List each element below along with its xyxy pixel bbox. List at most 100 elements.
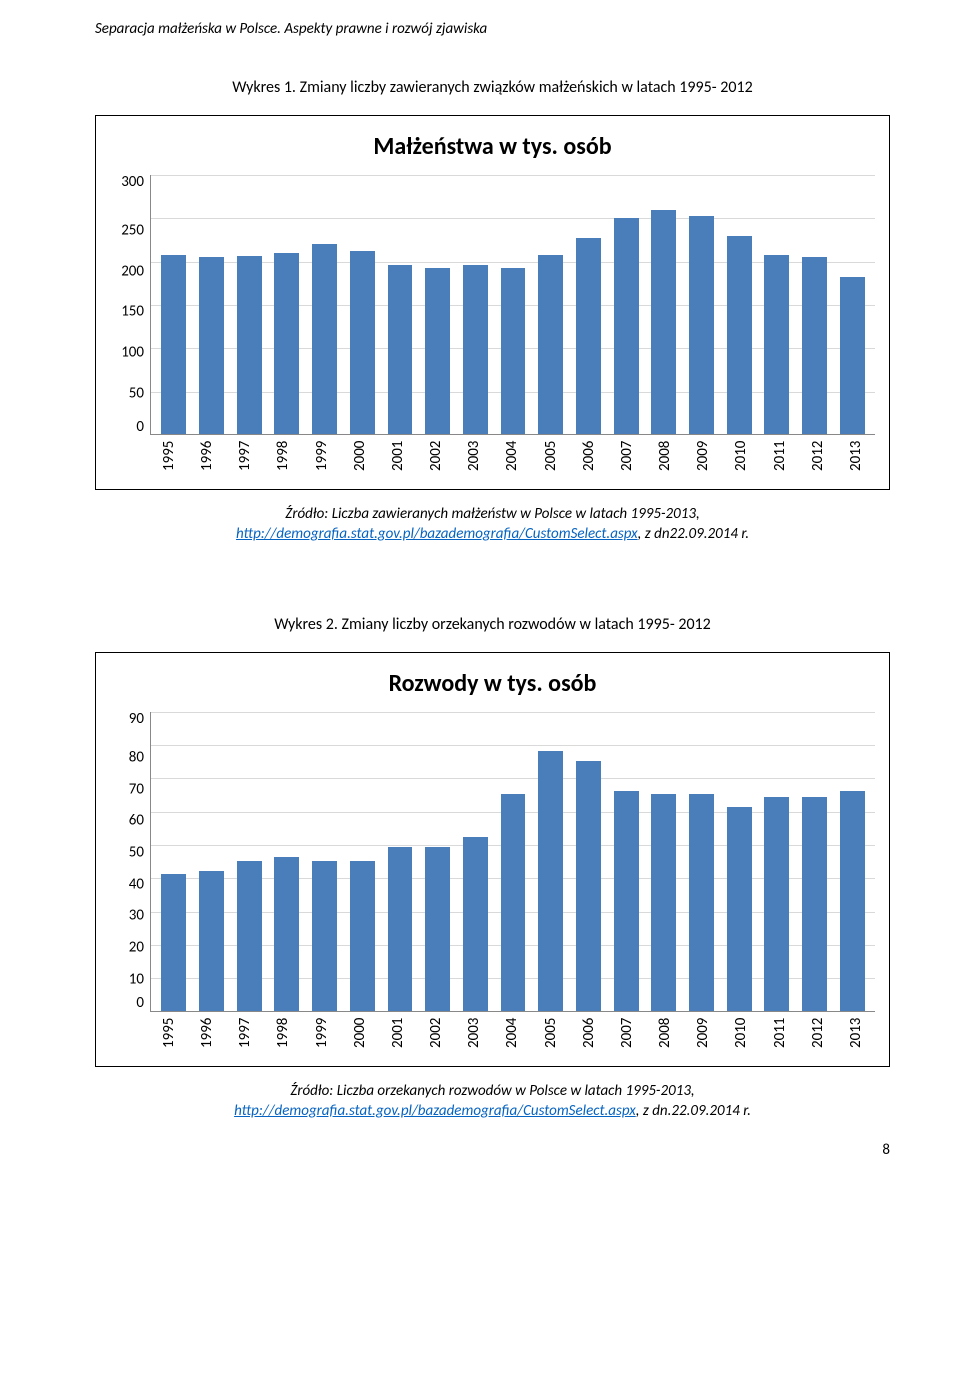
bar [161,874,186,1011]
y-tick: 150 [110,305,144,320]
chart2-frame: Rozwody w tys. osób 9080706050403020100 … [95,652,890,1067]
bar [274,253,299,434]
x-tick: 1995 [150,1018,188,1058]
y-tick: 50 [110,846,144,861]
bar-slot [230,861,268,1011]
x-tick: 2000 [341,1018,379,1058]
x-tick: 2008 [646,441,684,481]
bar [463,837,488,1010]
chart2-y-axis: 9080706050403020100 [110,712,150,1012]
bar-slot [381,847,419,1010]
x-tick: 1998 [264,1018,302,1058]
bars [155,712,871,1011]
bar-slot [645,794,683,1011]
bar [802,797,827,1010]
running-head: Separacja małżeńska w Polsce. Aspekty pr… [95,20,890,38]
bar [614,791,639,1011]
page: Separacja małżeńska w Polsce. Aspekty pr… [0,0,960,1189]
y-tick: 50 [110,387,144,402]
bar [538,751,563,1011]
bar [199,257,224,434]
x-tick: 2005 [532,441,570,481]
bar [501,268,526,434]
chart2-x-labels: 1995199619971998199920002001200220032004… [150,1018,875,1058]
bar-slot [494,268,532,434]
bar-slot [720,236,758,434]
bar-slot [758,797,796,1010]
x-tick: 2012 [799,441,837,481]
y-tick: 70 [110,782,144,797]
bar-slot [268,253,306,434]
bar [237,256,262,434]
bar [463,265,488,434]
bar-slot [343,861,381,1011]
chart1-source-text-2: , z dn22.09.2014 r. [638,525,749,543]
chart1-y-axis: 300250200150100500 [110,175,150,435]
chart1-source: Źródło: Liczba zawieranych małżeństw w P… [173,504,813,545]
bar-slot [306,244,344,434]
chart2-source-text-1: Źródło: Liczba orzekanych rozwodów w Pol… [290,1082,694,1100]
bar [161,255,186,434]
bar [689,216,714,434]
bar-slot [268,857,306,1010]
bar [274,857,299,1010]
bar [689,794,714,1011]
bar [350,861,375,1011]
bar-slot [306,861,344,1011]
x-tick: 2004 [493,1018,531,1058]
chart2-caption: Wykres 2. Zmiany liczby orzekanych rozwo… [95,615,890,634]
bar-slot [532,751,570,1011]
x-tick: 2002 [417,1018,455,1058]
x-tick: 2007 [608,441,646,481]
chart1-title: Małżeństwa w tys. osób [110,132,875,161]
x-tick: 1996 [188,1018,226,1058]
bar-slot [796,257,834,434]
bar [388,847,413,1010]
x-tick: 1998 [264,441,302,481]
x-tick: 2011 [761,1018,799,1058]
x-tick: 2009 [684,1018,722,1058]
chart1-body: 300250200150100500 199519961997199819992… [110,175,875,481]
x-tick: 1995 [150,441,188,481]
bar [651,210,676,434]
x-tick: 2008 [646,1018,684,1058]
y-tick: 10 [110,972,144,987]
bar [425,268,450,434]
bar [802,257,827,434]
y-tick: 300 [110,175,144,190]
bar [840,277,865,434]
bar-slot [833,277,871,434]
chart1-x-labels: 1995199619971998199920002001200220032004… [150,441,875,481]
x-tick: 2004 [493,441,531,481]
x-tick: 2005 [532,1018,570,1058]
bar [576,761,601,1011]
bar-slot [607,218,645,434]
bar [312,244,337,434]
x-tick: 2013 [837,441,875,481]
chart2-source-link: http://demografia.stat.gov.pl/bazademogr… [234,1102,636,1120]
bar-slot [230,256,268,434]
bar-slot [193,871,231,1011]
chart2-body: 9080706050403020100 19951996199719981999… [110,712,875,1058]
x-tick: 2006 [570,441,608,481]
x-tick: 2002 [417,441,455,481]
bar [764,797,789,1010]
bar [840,791,865,1011]
chart2-title: Rozwody w tys. osób [110,669,875,698]
x-tick: 2001 [379,1018,417,1058]
bar-slot [758,255,796,434]
x-tick: 2007 [608,1018,646,1058]
y-tick: 100 [110,346,144,361]
bar-slot [645,210,683,434]
y-tick: 80 [110,751,144,766]
page-number: 8 [95,1141,890,1159]
y-tick: 90 [110,712,144,727]
x-tick: 2000 [341,441,379,481]
bar-slot [419,268,457,434]
bar-slot [343,251,381,434]
chart1-frame: Małżeństwa w tys. osób 30025020015010050… [95,115,890,490]
x-tick: 2003 [455,1018,493,1058]
x-tick: 2013 [837,1018,875,1058]
bar [312,861,337,1011]
y-tick: 0 [110,996,144,1011]
